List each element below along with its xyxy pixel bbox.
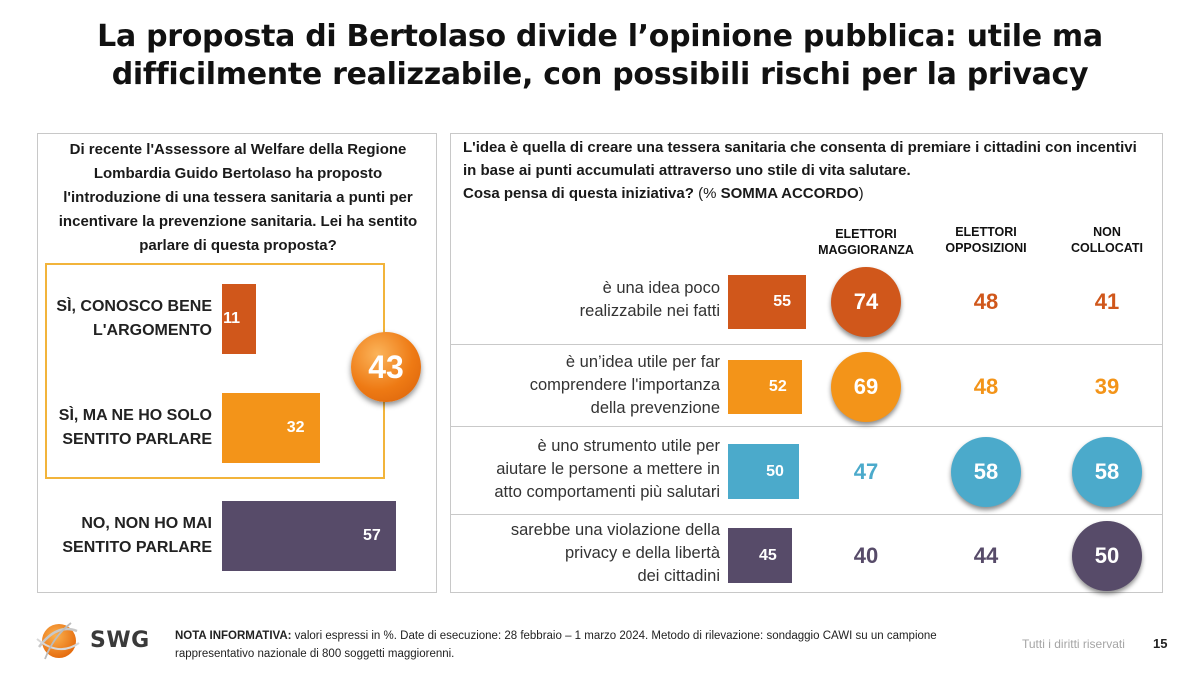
opinion-question-text: Cosa pensa di questa iniziativa? (463, 185, 694, 202)
opinion-value: 45 (758, 546, 777, 564)
breakdown-value: 47 (853, 458, 879, 484)
opinion-question-paren-open: (% (698, 185, 721, 202)
breakdown-header-line: MAGGIORANZA (818, 243, 914, 257)
opinion-statement-line: dei cittadini (637, 567, 720, 585)
page-title: La proposta di Bertolaso divide l’opinio… (40, 18, 1160, 94)
row-separator (450, 344, 1163, 345)
row-separator (450, 426, 1163, 427)
swg-brand: SWG (90, 628, 150, 653)
awareness-category-label: SÌ, MA NE HO SOLO SENTITO PARLARE (40, 404, 212, 452)
opinion-question: L'idea è quella di creare una tessera sa… (463, 136, 1153, 205)
breakdown-value: 69 (831, 352, 901, 422)
page-number: 15 (1153, 636, 1168, 651)
awareness-bar (222, 501, 396, 571)
breakdown-value: 41 (1094, 289, 1120, 314)
breakdown-value: 48 (973, 289, 999, 314)
awareness-question: Di recente l'Assessore al Welfare della … (58, 141, 418, 254)
opinion-statement: è una idea poco realizzabile nei fatti (455, 277, 720, 323)
opinion-value: 50 (766, 462, 784, 480)
breakdown-value: 40 (853, 542, 879, 568)
opinion-statement: è un’idea utile per far comprendere l'imp… (455, 351, 720, 420)
breakdown-value: 58 (1072, 436, 1142, 507)
opinion-bar (728, 528, 792, 583)
opinion-statement-line: realizzabile nei fatti (579, 302, 720, 320)
opinion-statement-line: della prevenzione (590, 398, 720, 417)
awareness-value: 32 (286, 419, 305, 436)
breakdown-value: 74 (831, 267, 901, 337)
opinion-statement-line: atto comportamenti più salutari (494, 483, 720, 501)
title-line-2: difficilmente realizzabile, con possibil… (111, 57, 1089, 92)
opinion-statement-line: è uno strumento utile per (537, 437, 720, 455)
opinion-statement-line: aiutare le persone a mettere in (496, 460, 720, 478)
opinion-question-line-2: Cosa pensa di questa iniziativa? (% SOMM… (463, 182, 1153, 205)
opinion-statement: sarebbe una violazione della privacy e de… (455, 519, 720, 588)
awareness-category-label: SÌ, CONOSCO BENE L'ARGOMENTO (40, 295, 212, 343)
opinion-statement-line: privacy e della libertà (565, 544, 720, 562)
awareness-category-line: SÌ, CONOSCO BENE (56, 298, 212, 315)
breakdown-header-line: NON (1093, 225, 1121, 239)
breakdown-value: 48 (973, 374, 999, 399)
rights-text: Tutti i diritti riservati (1022, 637, 1125, 651)
opinion-statement-line: è una idea poco (602, 279, 720, 297)
opinion-statement: è uno strumento utile per aiutare le pers… (455, 435, 720, 504)
opinion-bar (728, 360, 802, 414)
opinion-statement-line: sarebbe una violazione della (510, 521, 720, 539)
awareness-category-line: SENTITO PARLARE (62, 539, 212, 556)
opinion-bar (728, 275, 807, 329)
awareness-bar (222, 284, 256, 354)
breakdown-header-line: OPPOSIZIONI (945, 241, 1027, 255)
opinion-question-somma: SOMMA ACCORDO (720, 185, 859, 202)
breakdown-value: 44 (973, 542, 999, 568)
awareness-value: 11 (223, 310, 240, 327)
opinion-question-line-1: L'idea è quella di creare una tessera sa… (463, 139, 1137, 179)
breakdown-header-line: COLLOCATI (1071, 241, 1143, 255)
awareness-category-label: NO, NON HO MAI SENTITO PARLARE (40, 512, 212, 560)
breakdown-header-line: ELETTORI (835, 227, 897, 241)
footer-note: NOTA INFORMATIVA: valori espressi in %. … (175, 627, 995, 663)
breakdown-value: 58 (951, 436, 1021, 507)
footer-note-text: valori espressi in %. Date di esecuzione… (175, 630, 937, 660)
breakdown-column-header: ELETTORI OPPOSIZIONI (926, 224, 1046, 256)
title-line-1: La proposta di Bertolaso divide l’opinio… (97, 19, 1103, 54)
opinion-value: 52 (768, 378, 787, 395)
breakdown-header-line: ELETTORI (955, 225, 1017, 239)
opinion-bar (728, 444, 799, 499)
opinion-panel: L'idea è quella di creare una tessera sa… (450, 133, 1163, 593)
swg-logo-icon (36, 622, 80, 660)
breakdown-column-header: NON COLLOCATI (1047, 224, 1167, 256)
breakdown-value: 39 (1094, 374, 1120, 399)
opinion-value: 55 (773, 293, 791, 310)
opinion-question-paren-close: ) (858, 185, 864, 202)
opinion-statement-line: comprendere l'importanza (529, 375, 720, 394)
row-separator (450, 514, 1163, 515)
awareness-category-line: SÌ, MA NE HO SOLO (58, 407, 212, 424)
breakdown-value: 50 (1072, 520, 1142, 591)
footer-note-label: NOTA INFORMATIVA: (175, 630, 292, 642)
awareness-bar (222, 393, 320, 463)
awareness-category-line: NO, NON HO MAI (81, 515, 212, 532)
awareness-total-circle: 43 (351, 332, 421, 402)
awareness-value: 57 (362, 527, 381, 544)
opinion-statement-line: è un’idea utile per far (565, 352, 720, 371)
awareness-category-line: SENTITO PARLARE (62, 431, 212, 448)
awareness-category-line: L'ARGOMENTO (92, 322, 212, 339)
breakdown-column-header: ELETTORI MAGGIORANZA (806, 226, 926, 258)
